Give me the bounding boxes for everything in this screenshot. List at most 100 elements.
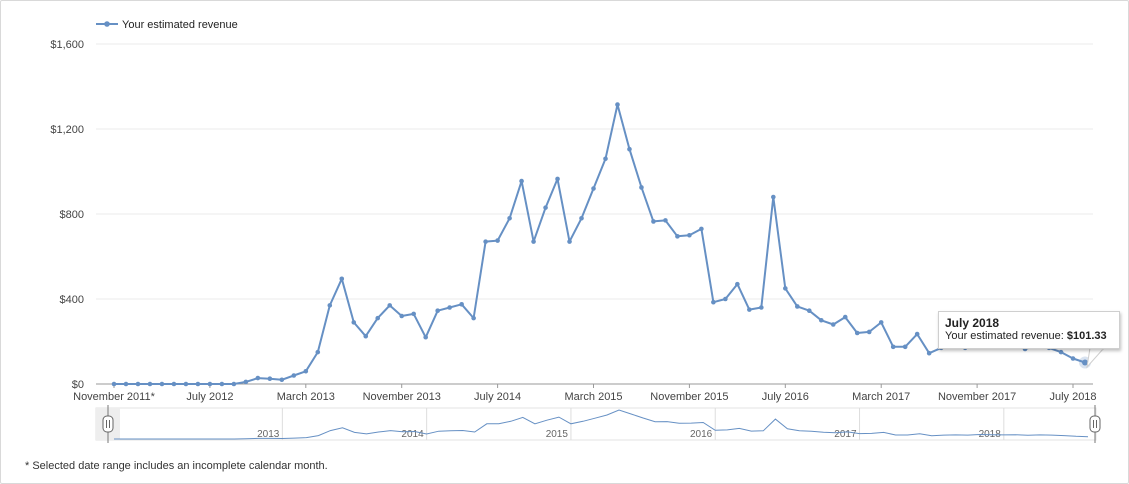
data-point[interactable]	[387, 303, 393, 308]
data-point[interactable]	[243, 379, 249, 385]
data-point[interactable]	[171, 381, 177, 387]
data-point[interactable]	[555, 176, 560, 182]
data-point[interactable]	[483, 239, 488, 244]
data-point[interactable]	[291, 373, 297, 378]
data-point[interactable]	[687, 232, 692, 238]
x-tick-label: July 2012	[186, 391, 233, 403]
data-point[interactable]	[579, 215, 584, 221]
data-point[interactable]	[495, 238, 500, 243]
x-tick-label: July 2014	[474, 391, 521, 403]
gridlines	[96, 43, 1093, 385]
y-tick-label: $400	[60, 294, 84, 306]
data-point[interactable]	[783, 286, 788, 291]
data-point[interactable]	[111, 381, 117, 387]
data-point[interactable]	[135, 381, 141, 387]
data-point[interactable]	[471, 315, 476, 321]
data-point[interactable]	[603, 156, 608, 162]
x-tick-label: March 2017	[852, 391, 910, 403]
data-point[interactable]	[255, 375, 261, 381]
navigator-left-handle[interactable]	[102, 405, 114, 443]
data-point[interactable]	[866, 329, 872, 335]
hover-point[interactable]	[1082, 359, 1088, 366]
data-point[interactable]	[878, 320, 884, 325]
navigator-line	[114, 409, 1089, 440]
data-point[interactable]	[423, 334, 428, 340]
data-point[interactable]	[639, 185, 644, 190]
data-point[interactable]	[399, 313, 405, 319]
data-point[interactable]	[842, 314, 848, 320]
data-point[interactable]	[195, 381, 201, 387]
data-point[interactable]	[723, 296, 728, 302]
data-point[interactable]	[771, 194, 776, 200]
data-point[interactable]	[902, 344, 908, 350]
data-point[interactable]	[675, 234, 680, 239]
x-tick-label: November 2017	[938, 391, 1016, 403]
x-axis: November 2011* July 2012 March 2013 Novembe…	[73, 384, 1097, 403]
data-point[interactable]	[147, 381, 153, 387]
legend-label: Your estimated revenue	[122, 19, 238, 31]
navigator-year-label: 2017	[834, 429, 857, 440]
data-point[interactable]	[123, 381, 129, 387]
data-point[interactable]	[914, 331, 920, 337]
data-point[interactable]	[854, 330, 860, 336]
data-point[interactable]	[183, 381, 189, 387]
data-point[interactable]	[435, 308, 440, 313]
data-point[interactable]	[830, 322, 836, 327]
x-tick-label: March 2013	[277, 391, 335, 403]
data-point[interactable]	[459, 302, 464, 307]
y-tick-label: $0	[72, 379, 84, 391]
data-point[interactable]	[711, 299, 716, 305]
data-point[interactable]	[735, 281, 740, 287]
tooltip-label: Your estimated revenue:	[945, 330, 1064, 342]
navigator-minichart	[114, 409, 1089, 440]
data-point[interactable]	[519, 178, 524, 184]
data-point[interactable]	[651, 219, 656, 224]
data-point[interactable]	[411, 311, 416, 317]
data-point[interactable]	[207, 381, 213, 387]
data-point[interactable]	[375, 315, 381, 321]
data-point[interactable]	[699, 226, 704, 232]
data-tooltip: July 2018 Your estimated revenue: $101.3…	[938, 311, 1120, 349]
data-point[interactable]	[663, 218, 668, 223]
data-point[interactable]	[818, 317, 824, 323]
data-point[interactable]	[567, 239, 572, 244]
data-point[interactable]	[1058, 349, 1064, 355]
range-navigator[interactable]: 2013 2014 2015 2016 2017 2018	[95, 405, 1101, 443]
data-point[interactable]	[507, 215, 512, 221]
data-point[interactable]	[267, 376, 273, 381]
navigator-year-label: 2013	[257, 429, 280, 440]
data-point[interactable]	[543, 205, 548, 210]
data-point[interactable]	[339, 276, 345, 282]
data-point[interactable]	[794, 304, 800, 309]
data-point[interactable]	[615, 102, 620, 107]
data-point[interactable]	[759, 305, 764, 310]
y-tick-label: $800	[60, 209, 84, 221]
data-point[interactable]	[303, 368, 309, 374]
data-point[interactable]	[363, 333, 369, 339]
data-point[interactable]	[351, 320, 357, 325]
data-point[interactable]	[219, 381, 225, 387]
legend-marker	[104, 21, 110, 27]
data-point[interactable]	[159, 381, 165, 387]
data-point[interactable]	[279, 377, 285, 383]
data-point[interactable]	[926, 350, 932, 356]
x-tick-label: November 2013	[363, 391, 441, 403]
data-point[interactable]	[1070, 356, 1076, 361]
data-point[interactable]	[806, 308, 812, 313]
data-point[interactable]	[890, 344, 896, 350]
data-point[interactable]	[447, 305, 452, 310]
data-point[interactable]	[315, 349, 321, 355]
x-tick-label: July 2016	[762, 391, 809, 403]
x-tick-label: March 2015	[564, 391, 622, 403]
data-point[interactable]	[591, 186, 596, 191]
data-point[interactable]	[747, 307, 752, 312]
data-point[interactable]	[327, 303, 333, 308]
data-point[interactable]	[531, 239, 536, 244]
data-point[interactable]	[627, 146, 632, 152]
legend[interactable]: Your estimated revenue	[96, 19, 238, 31]
y-tick-label: $1,600	[50, 39, 84, 51]
navigator-right-handle[interactable]	[1089, 405, 1101, 443]
data-point[interactable]	[231, 381, 237, 387]
footnote: * Selected date range includes an incomp…	[25, 460, 328, 472]
